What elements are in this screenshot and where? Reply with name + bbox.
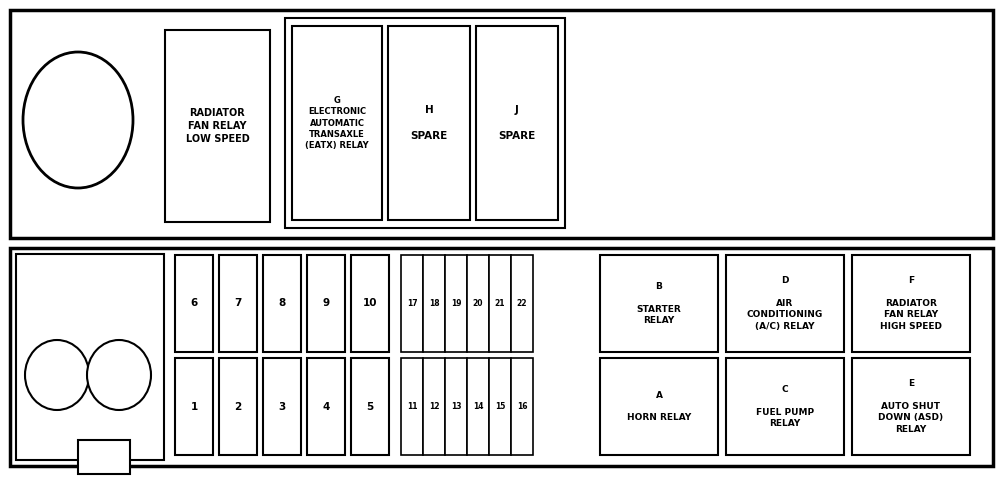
Bar [510, 358, 532, 455]
Text: 8: 8 [279, 299, 286, 308]
Bar [599, 255, 717, 352]
Text: 13: 13 [450, 402, 461, 411]
Text: 11: 11 [407, 402, 417, 411]
Text: 9: 9 [322, 299, 330, 308]
Text: 22: 22 [516, 299, 527, 308]
Bar [307, 255, 345, 352]
Bar [401, 255, 423, 352]
Text: 2: 2 [234, 402, 241, 411]
Bar [10, 248, 992, 466]
Bar [851, 255, 969, 352]
Text: 1: 1 [190, 402, 197, 411]
Bar [78, 440, 130, 474]
Bar [263, 255, 301, 352]
Text: 20: 20 [472, 299, 483, 308]
Text: J

SPARE: J SPARE [498, 105, 535, 141]
Bar [165, 30, 270, 222]
Bar [263, 358, 301, 455]
Text: 16: 16 [516, 402, 527, 411]
Ellipse shape [23, 52, 133, 188]
Bar [174, 358, 212, 455]
Bar [510, 255, 532, 352]
Bar [423, 358, 445, 455]
Text: A

HORN RELAY: A HORN RELAY [626, 391, 690, 423]
Bar [467, 358, 489, 455]
Bar [489, 255, 510, 352]
Bar [218, 358, 257, 455]
Bar [725, 358, 843, 455]
Bar [725, 255, 843, 352]
Ellipse shape [87, 340, 151, 410]
Text: 21: 21 [494, 299, 505, 308]
Bar [599, 358, 717, 455]
Bar [851, 358, 969, 455]
Bar [401, 358, 423, 455]
Text: 4: 4 [322, 402, 330, 411]
Text: RADIATOR
FAN RELAY
LOW SPEED: RADIATOR FAN RELAY LOW SPEED [185, 108, 249, 144]
Bar [423, 255, 445, 352]
Text: 7: 7 [234, 299, 241, 308]
Bar [476, 26, 557, 220]
Text: 5: 5 [366, 402, 374, 411]
Text: C

FUEL PUMP
RELAY: C FUEL PUMP RELAY [756, 385, 814, 428]
Text: 18: 18 [428, 299, 439, 308]
Text: 10: 10 [363, 299, 377, 308]
Bar [489, 358, 510, 455]
Bar [218, 255, 257, 352]
Text: D

AIR
CONDITIONING
(A/C) RELAY: D AIR CONDITIONING (A/C) RELAY [746, 276, 823, 331]
Bar [351, 255, 389, 352]
Bar [292, 26, 382, 220]
Text: F

RADIATOR
FAN RELAY
HIGH SPEED: F RADIATOR FAN RELAY HIGH SPEED [879, 276, 941, 331]
Text: 14: 14 [472, 402, 483, 411]
Text: B

STARTER
RELAY: B STARTER RELAY [636, 282, 680, 325]
Bar [16, 254, 164, 460]
Text: H

SPARE: H SPARE [410, 105, 447, 141]
Bar [307, 358, 345, 455]
Ellipse shape [25, 340, 89, 410]
Bar [285, 18, 564, 228]
Text: E

AUTO SHUT
DOWN (ASD)
RELAY: E AUTO SHUT DOWN (ASD) RELAY [878, 379, 943, 434]
Bar [10, 10, 992, 238]
Bar [445, 255, 467, 352]
Text: 19: 19 [450, 299, 461, 308]
Text: 12: 12 [428, 402, 439, 411]
Bar [174, 255, 212, 352]
Text: 17: 17 [406, 299, 417, 308]
Text: 3: 3 [279, 402, 286, 411]
Text: 15: 15 [494, 402, 505, 411]
Bar [351, 358, 389, 455]
Text: 6: 6 [190, 299, 197, 308]
Bar [388, 26, 470, 220]
Text: G
ELECTRONIC
AUTOMATIC
TRANSAXLE
(EATX) RELAY: G ELECTRONIC AUTOMATIC TRANSAXLE (EATX) … [305, 96, 369, 151]
Bar [445, 358, 467, 455]
Bar [467, 255, 489, 352]
